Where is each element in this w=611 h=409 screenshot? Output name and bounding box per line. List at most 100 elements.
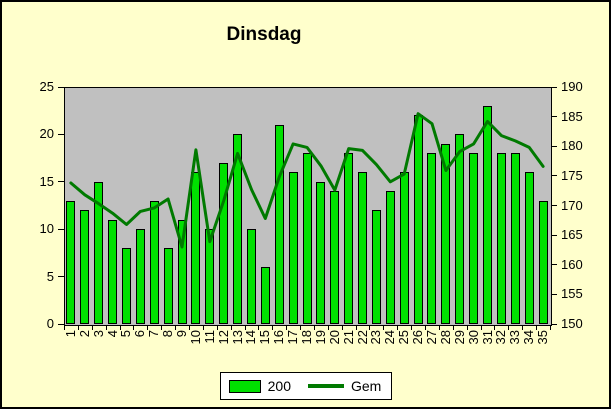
x-axis-tick: [369, 325, 371, 330]
bar: [274, 124, 284, 324]
x-axis-tick: [536, 325, 538, 330]
left-axis-tick-label: 10: [39, 221, 54, 237]
right-axis-tick-label: 160: [561, 256, 583, 272]
x-axis-tick: [480, 325, 482, 330]
x-axis-tick: [341, 325, 343, 330]
right-axis-tick-label: 165: [561, 227, 583, 243]
right-axis-tick-label: 155: [561, 286, 583, 302]
right-axis-tick: [551, 175, 557, 177]
right-axis-tick: [551, 116, 557, 118]
x-axis-tick: [286, 325, 288, 330]
right-axis-tick-label: 150: [561, 316, 583, 331]
bar: [330, 191, 340, 324]
left-axis-tick: [58, 133, 64, 135]
right-axis-tick-label: 175: [561, 167, 583, 183]
left-axis-tick-label: 15: [39, 173, 54, 189]
x-axis-tick: [466, 325, 468, 330]
gem-line: [69, 112, 545, 249]
x-axis-tick: [300, 325, 302, 330]
right-axis-tick-label: 170: [561, 197, 583, 213]
bar: [66, 200, 76, 324]
right-axis-tick-label: 185: [561, 108, 583, 124]
chart-title: Dinsdag: [226, 24, 302, 45]
x-axis-label: 3: [90, 330, 106, 338]
bar: [344, 153, 354, 324]
left-axis-tick: [58, 276, 64, 278]
bar: [455, 134, 465, 324]
legend-label-200: 200: [267, 378, 291, 394]
x-axis-label: 28: [437, 330, 453, 345]
x-axis-tick: [161, 325, 163, 330]
x-axis-tick: [147, 325, 149, 330]
right-axis-tick: [551, 264, 557, 266]
left-axis-tick-label: 5: [46, 268, 54, 284]
bar: [483, 105, 492, 324]
x-axis-tick: [119, 325, 121, 330]
x-axis-label: 30: [465, 330, 481, 345]
bar: [288, 172, 298, 324]
x-axis-tick: [522, 325, 524, 330]
left-axis-tick: [58, 86, 64, 88]
x-axis-tick: [411, 325, 413, 330]
bar: [205, 229, 215, 324]
x-axis-tick: [64, 325, 65, 330]
legend-label-gem: Gem: [351, 378, 382, 394]
x-axis-label: 27: [423, 330, 439, 345]
left-axis-tick: [58, 181, 64, 183]
x-axis-label: 35: [535, 330, 551, 345]
x-axis-tick: [258, 325, 260, 330]
bar: [316, 181, 326, 324]
x-axis-tick: [550, 325, 551, 330]
bar: [135, 229, 145, 324]
right-axis-tick-label: 180: [561, 138, 583, 154]
x-axis-tick: [508, 325, 510, 330]
left-axis-tick-label: 20: [39, 126, 54, 142]
right-axis-tick: [551, 293, 557, 295]
x-axis-label: 12: [215, 330, 231, 345]
x-axis-tick: [202, 325, 204, 330]
bar: [427, 153, 437, 324]
x-axis-tick: [425, 325, 427, 330]
bar: [163, 248, 173, 324]
x-axis-label: 26: [410, 330, 426, 345]
left-axis-tick: [58, 323, 64, 325]
x-axis-tick: [397, 325, 399, 330]
left-axis-tick-label: 0: [46, 316, 54, 331]
x-axis-tick: [188, 325, 190, 330]
bar: [524, 172, 534, 324]
x-axis-tick: [175, 325, 177, 330]
x-axis-label: 20: [326, 330, 342, 345]
x-axis-tick: [91, 325, 93, 330]
x-axis-tick: [313, 325, 315, 330]
bar: [510, 153, 520, 324]
x-axis-label: 21: [340, 330, 356, 345]
bar: [358, 172, 368, 324]
bar: [469, 153, 479, 324]
bar: [108, 219, 118, 324]
x-axis-label: 11: [201, 330, 217, 344]
left-axis-tick-label: 25: [39, 79, 54, 94]
bar: [302, 153, 312, 324]
right-axis-tick: [551, 145, 557, 147]
bar: [538, 200, 548, 324]
x-axis-tick: [133, 325, 135, 330]
bar: [121, 248, 131, 324]
bar: [371, 210, 381, 324]
x-axis-label: 1: [62, 330, 78, 338]
bar: [94, 181, 104, 324]
legend: 200 Gem: [220, 372, 392, 400]
right-axis-tick: [551, 234, 557, 236]
bar: [260, 267, 270, 324]
bar: [149, 200, 159, 324]
x-axis-tick: [216, 325, 218, 330]
x-axis-tick: [438, 325, 440, 330]
x-axis-tick: [327, 325, 329, 330]
right-axis-tick: [551, 205, 557, 206]
right-axis-tick: [551, 323, 557, 325]
x-axis-tick: [77, 325, 79, 330]
x-axis-label: 17: [285, 330, 301, 345]
x-axis-label: 29: [451, 330, 467, 345]
bar: [385, 191, 395, 324]
x-axis-label: 2: [76, 330, 92, 338]
bar: [441, 143, 451, 324]
